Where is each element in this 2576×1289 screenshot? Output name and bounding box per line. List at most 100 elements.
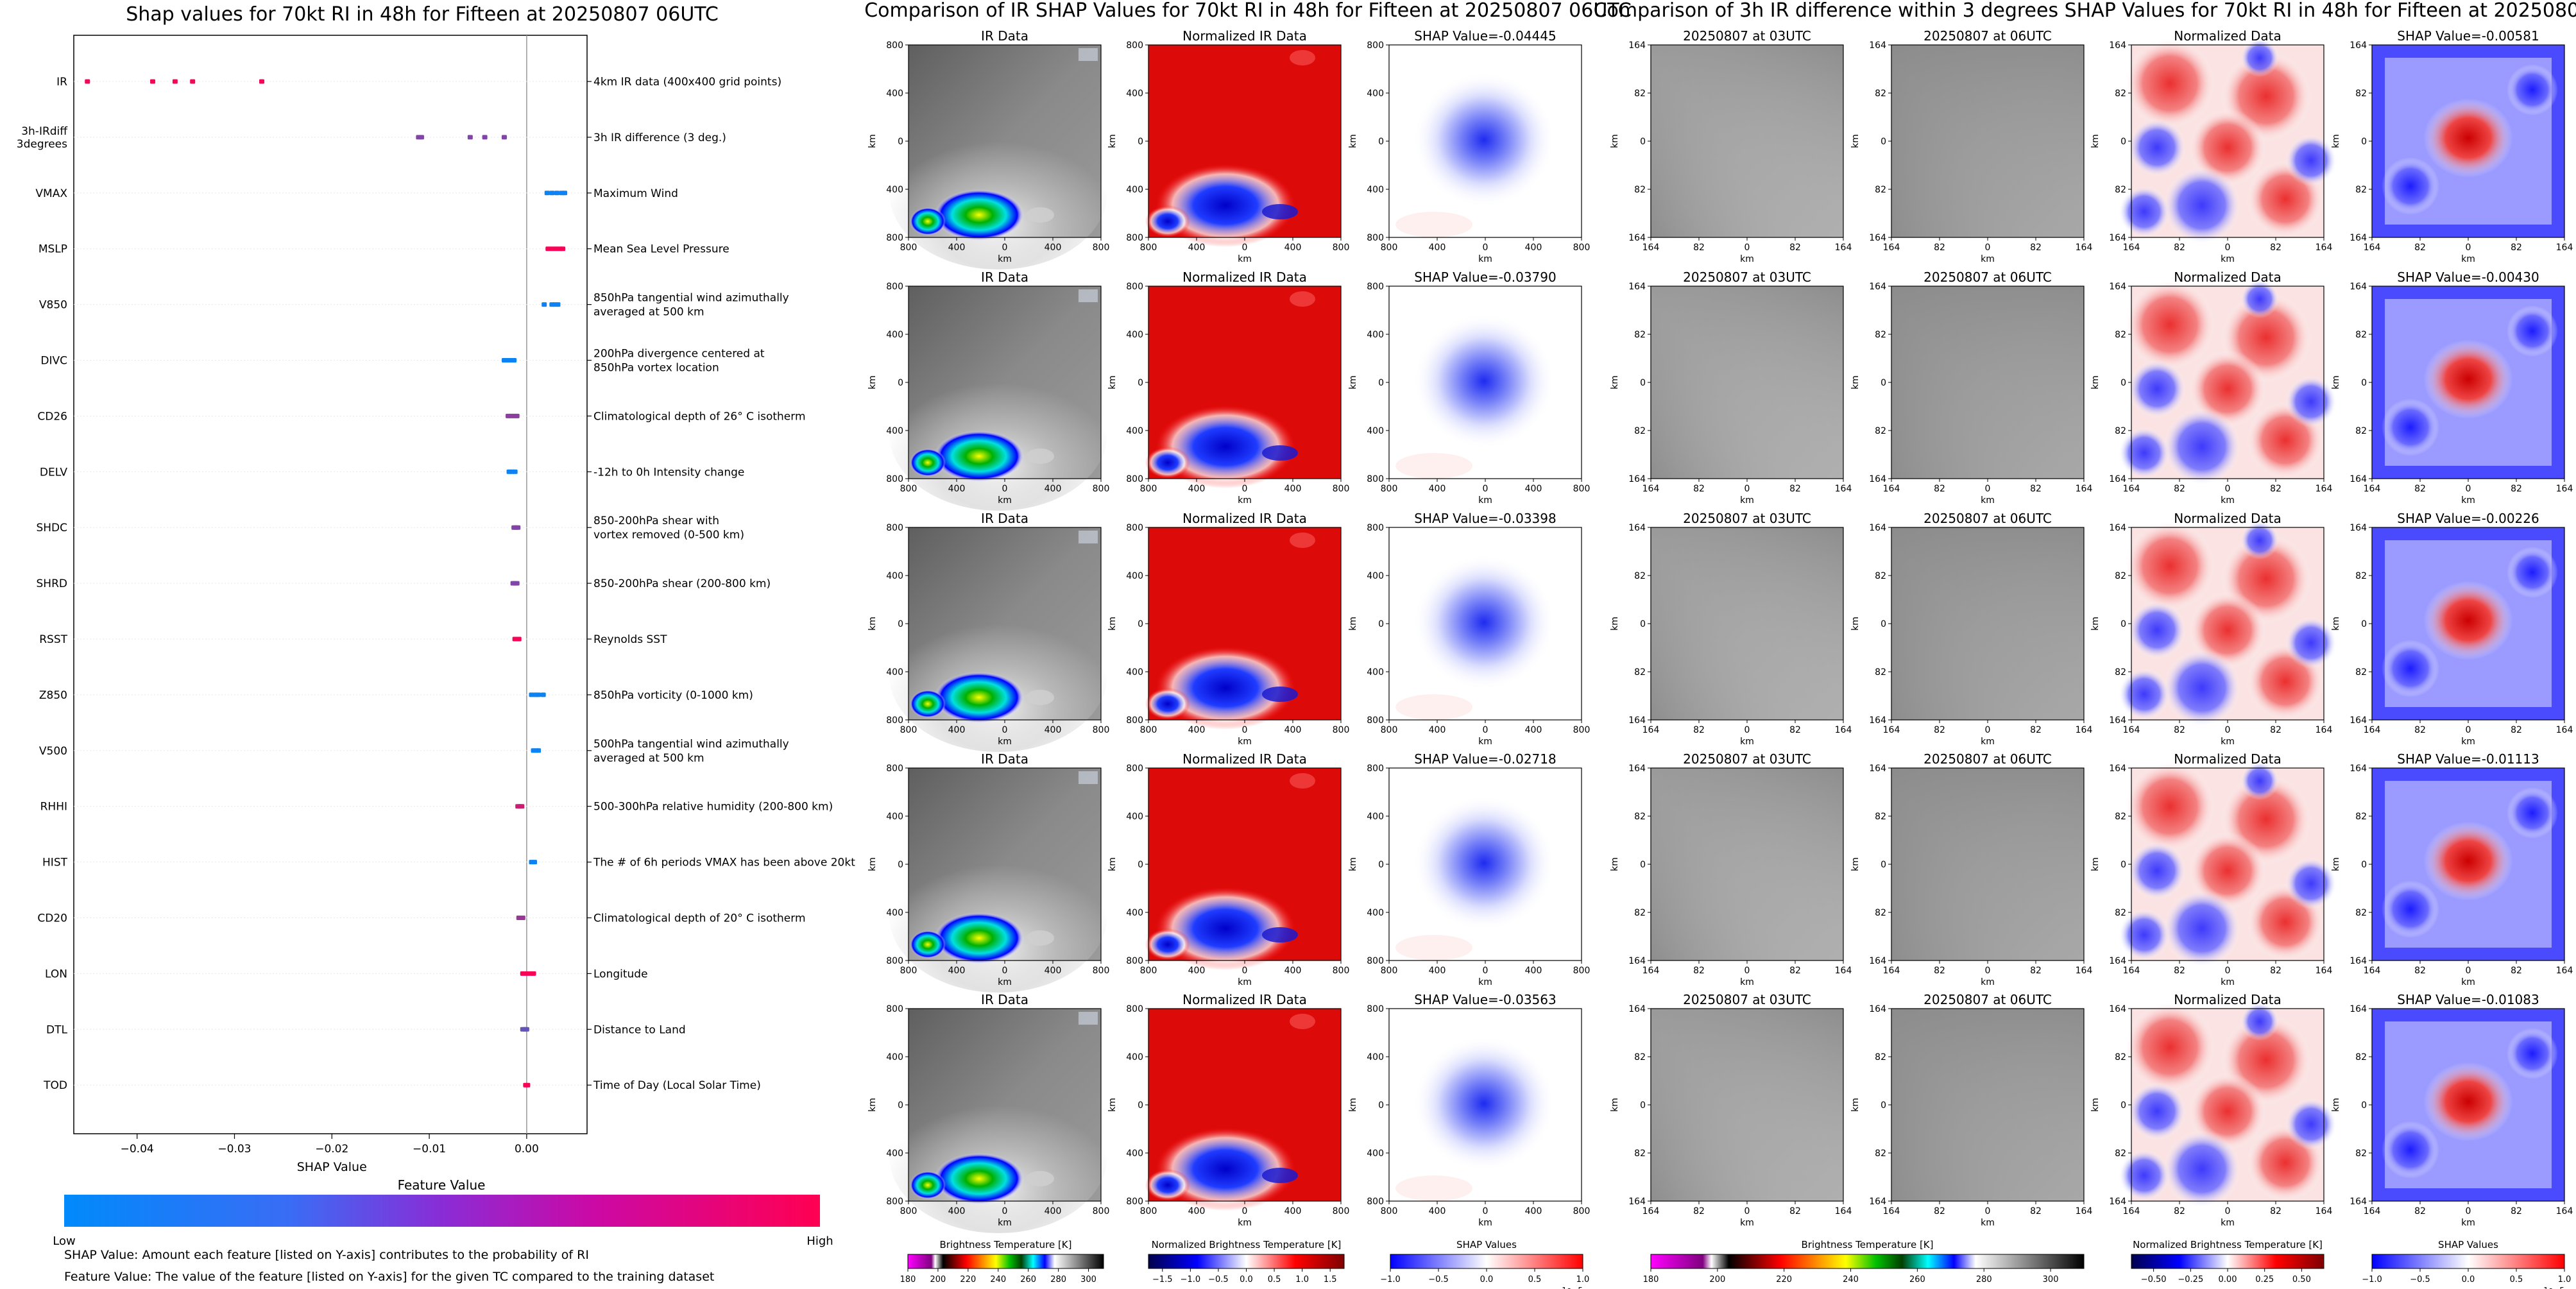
- x-tick-label: 164: [2076, 243, 2093, 253]
- x-axis-label: km: [1238, 495, 1252, 506]
- panel-title: SHAP Value=-0.03790: [1414, 269, 1556, 285]
- y-tick-label: 164: [2109, 40, 2126, 51]
- colorbar-high-label: High: [806, 1234, 833, 1248]
- y-tick-label: 400: [1126, 908, 1143, 918]
- y-tick-label: 800: [1367, 1004, 1384, 1014]
- y-tick-label: 800: [1126, 764, 1143, 774]
- normalized-cold-region: [1145, 205, 1190, 237]
- panel-title: SHAP Value=-0.00430: [2397, 269, 2539, 285]
- ir-convective-core: [910, 930, 946, 959]
- x-tick-label: 800: [900, 725, 917, 735]
- y-tick-label: 400: [1367, 1052, 1384, 1063]
- x-tick-label: 800: [900, 243, 917, 253]
- panel-title: Normalized Data: [2174, 511, 2282, 526]
- x-tick-label: 82: [1789, 484, 1801, 494]
- y-tick-label: 82: [2355, 1052, 2367, 1063]
- ir-convective-core: [934, 912, 1024, 964]
- x-tick-label: 82: [1789, 725, 1801, 735]
- y-tick-label: 82: [2355, 330, 2367, 340]
- x-axis-label: km: [1740, 977, 1754, 987]
- feature-description: 500hPa tangential wind azimuthally averag…: [593, 738, 789, 765]
- y-tick-label: 800: [1126, 956, 1143, 966]
- colorbar-tick-label: 0.0: [1240, 1275, 1253, 1285]
- x-tick-label: 0: [1985, 1206, 1991, 1216]
- x-axis-label: km: [998, 495, 1012, 506]
- x-tick-label: 164: [1642, 243, 1660, 253]
- y-tick-label: 82: [1875, 571, 1886, 581]
- shap-point: [259, 79, 264, 84]
- y-tick-label: 0: [1640, 378, 1646, 388]
- panel-title: Normalized IR Data: [1182, 992, 1307, 1007]
- y-axis-label: km: [2331, 134, 2341, 148]
- feature-description: Reynolds SST: [593, 633, 667, 646]
- negative-diff-patch: [2128, 360, 2186, 418]
- y-tick-label: 0: [1881, 137, 1886, 147]
- x-tick-label: 0: [1242, 484, 1248, 494]
- x-tick-label: 82: [1934, 484, 1945, 494]
- y-tick-label: 164: [1869, 40, 1886, 51]
- x-tick-label: −0.03: [218, 1143, 251, 1156]
- y-tick-label: 400: [1367, 908, 1384, 918]
- x-tick-label: 82: [2511, 484, 2522, 494]
- x-tick-label: 400: [948, 243, 966, 253]
- diff-shap-negative-patch: [2382, 1121, 2439, 1179]
- normalized-cold-band: [1262, 445, 1298, 461]
- shap-positive-region: [1395, 1175, 1472, 1201]
- y-tick-label: 82: [2115, 1052, 2126, 1063]
- x-tick-label: 0: [1483, 484, 1488, 494]
- feature-description: 850-200hPa shear with vortex removed (0-5…: [593, 515, 744, 542]
- x-axis-label: km: [1478, 1218, 1492, 1228]
- feature-code-label: 3h-IRdiff 3degrees: [17, 125, 69, 151]
- x-tick-label: 400: [1045, 725, 1062, 735]
- feature-code-label: VMAX: [35, 187, 67, 200]
- x-tick-label: 0: [2466, 1206, 2471, 1216]
- panel-title: SHAP Value=-0.00226: [2397, 511, 2539, 526]
- y-tick-label: 164: [2109, 715, 2126, 726]
- y-axis-label: km: [2090, 617, 2101, 631]
- y-tick-label: 164: [1628, 474, 1646, 484]
- colorbar-tick-label: −0.25: [2178, 1275, 2203, 1285]
- shap-negative-center: [1413, 1036, 1555, 1171]
- feature-code-label: DIVC: [40, 355, 67, 368]
- y-tick-label: 82: [1634, 812, 1646, 822]
- y-tick-label: 400: [1367, 571, 1384, 581]
- y-axis-label: km: [1610, 857, 1620, 871]
- shap-point: [85, 79, 90, 84]
- shap-point: [519, 804, 525, 809]
- y-tick-label: 400: [1367, 330, 1384, 340]
- normalized-cold-region: [1155, 887, 1296, 970]
- y-axis-label: km: [2090, 134, 2101, 148]
- feature-description: Time of Day (Local Solar Time): [593, 1079, 761, 1092]
- normalized-cold-band: [1262, 204, 1298, 219]
- y-tick-label: 800: [1126, 474, 1143, 484]
- y-axis-label: km: [1850, 134, 1861, 148]
- y-tick-label: 0: [2120, 137, 2126, 147]
- colorbar: [1390, 1254, 1583, 1269]
- x-tick-label: 400: [1525, 484, 1542, 494]
- x-tick-label: 0: [1242, 966, 1248, 976]
- y-tick-label: 164: [1869, 233, 1886, 243]
- y-axis-label: km: [867, 857, 878, 871]
- normalized-cold-region: [1145, 688, 1190, 720]
- panel-title: 20250807 at 03UTC: [1683, 511, 1811, 526]
- ir-06utc-cloud-streak: [1891, 45, 2084, 237]
- x-tick-label: 400: [1045, 243, 1062, 253]
- x-axis-label: km: [2221, 254, 2235, 264]
- beeswarm-axes-frame: [73, 35, 588, 1134]
- y-tick-label: 82: [2115, 426, 2126, 436]
- panel-title: IR Data: [981, 269, 1028, 285]
- y-tick-label: 82: [2115, 1148, 2126, 1159]
- x-axis-label: km: [1740, 254, 1754, 264]
- x-axis-label: km: [1238, 254, 1252, 264]
- y-tick-label: 800: [886, 1004, 903, 1014]
- y-axis-label: km: [1107, 375, 1118, 389]
- y-tick-label: 400: [1367, 667, 1384, 678]
- shap-point: [501, 135, 507, 140]
- x-tick-label: 82: [1789, 1206, 1801, 1216]
- x-tick-label: 0: [1483, 1206, 1488, 1216]
- colorbar: [2371, 1254, 2565, 1269]
- x-tick-label: 82: [2030, 725, 2042, 735]
- feature-description: 850hPa vorticity (0-1000 km): [593, 689, 753, 702]
- y-axis-label: km: [2331, 617, 2341, 631]
- y-axis-label: km: [1107, 617, 1118, 631]
